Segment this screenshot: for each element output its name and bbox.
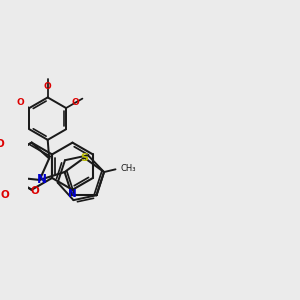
Text: O: O [1,190,10,200]
Text: O: O [72,98,80,107]
Text: O: O [30,186,39,196]
Text: O: O [16,98,24,107]
Text: CH₃: CH₃ [121,164,136,173]
Text: S: S [80,153,88,163]
Text: N: N [37,173,47,186]
Text: O: O [44,82,52,91]
Text: N: N [68,189,76,199]
Text: O: O [0,139,4,149]
